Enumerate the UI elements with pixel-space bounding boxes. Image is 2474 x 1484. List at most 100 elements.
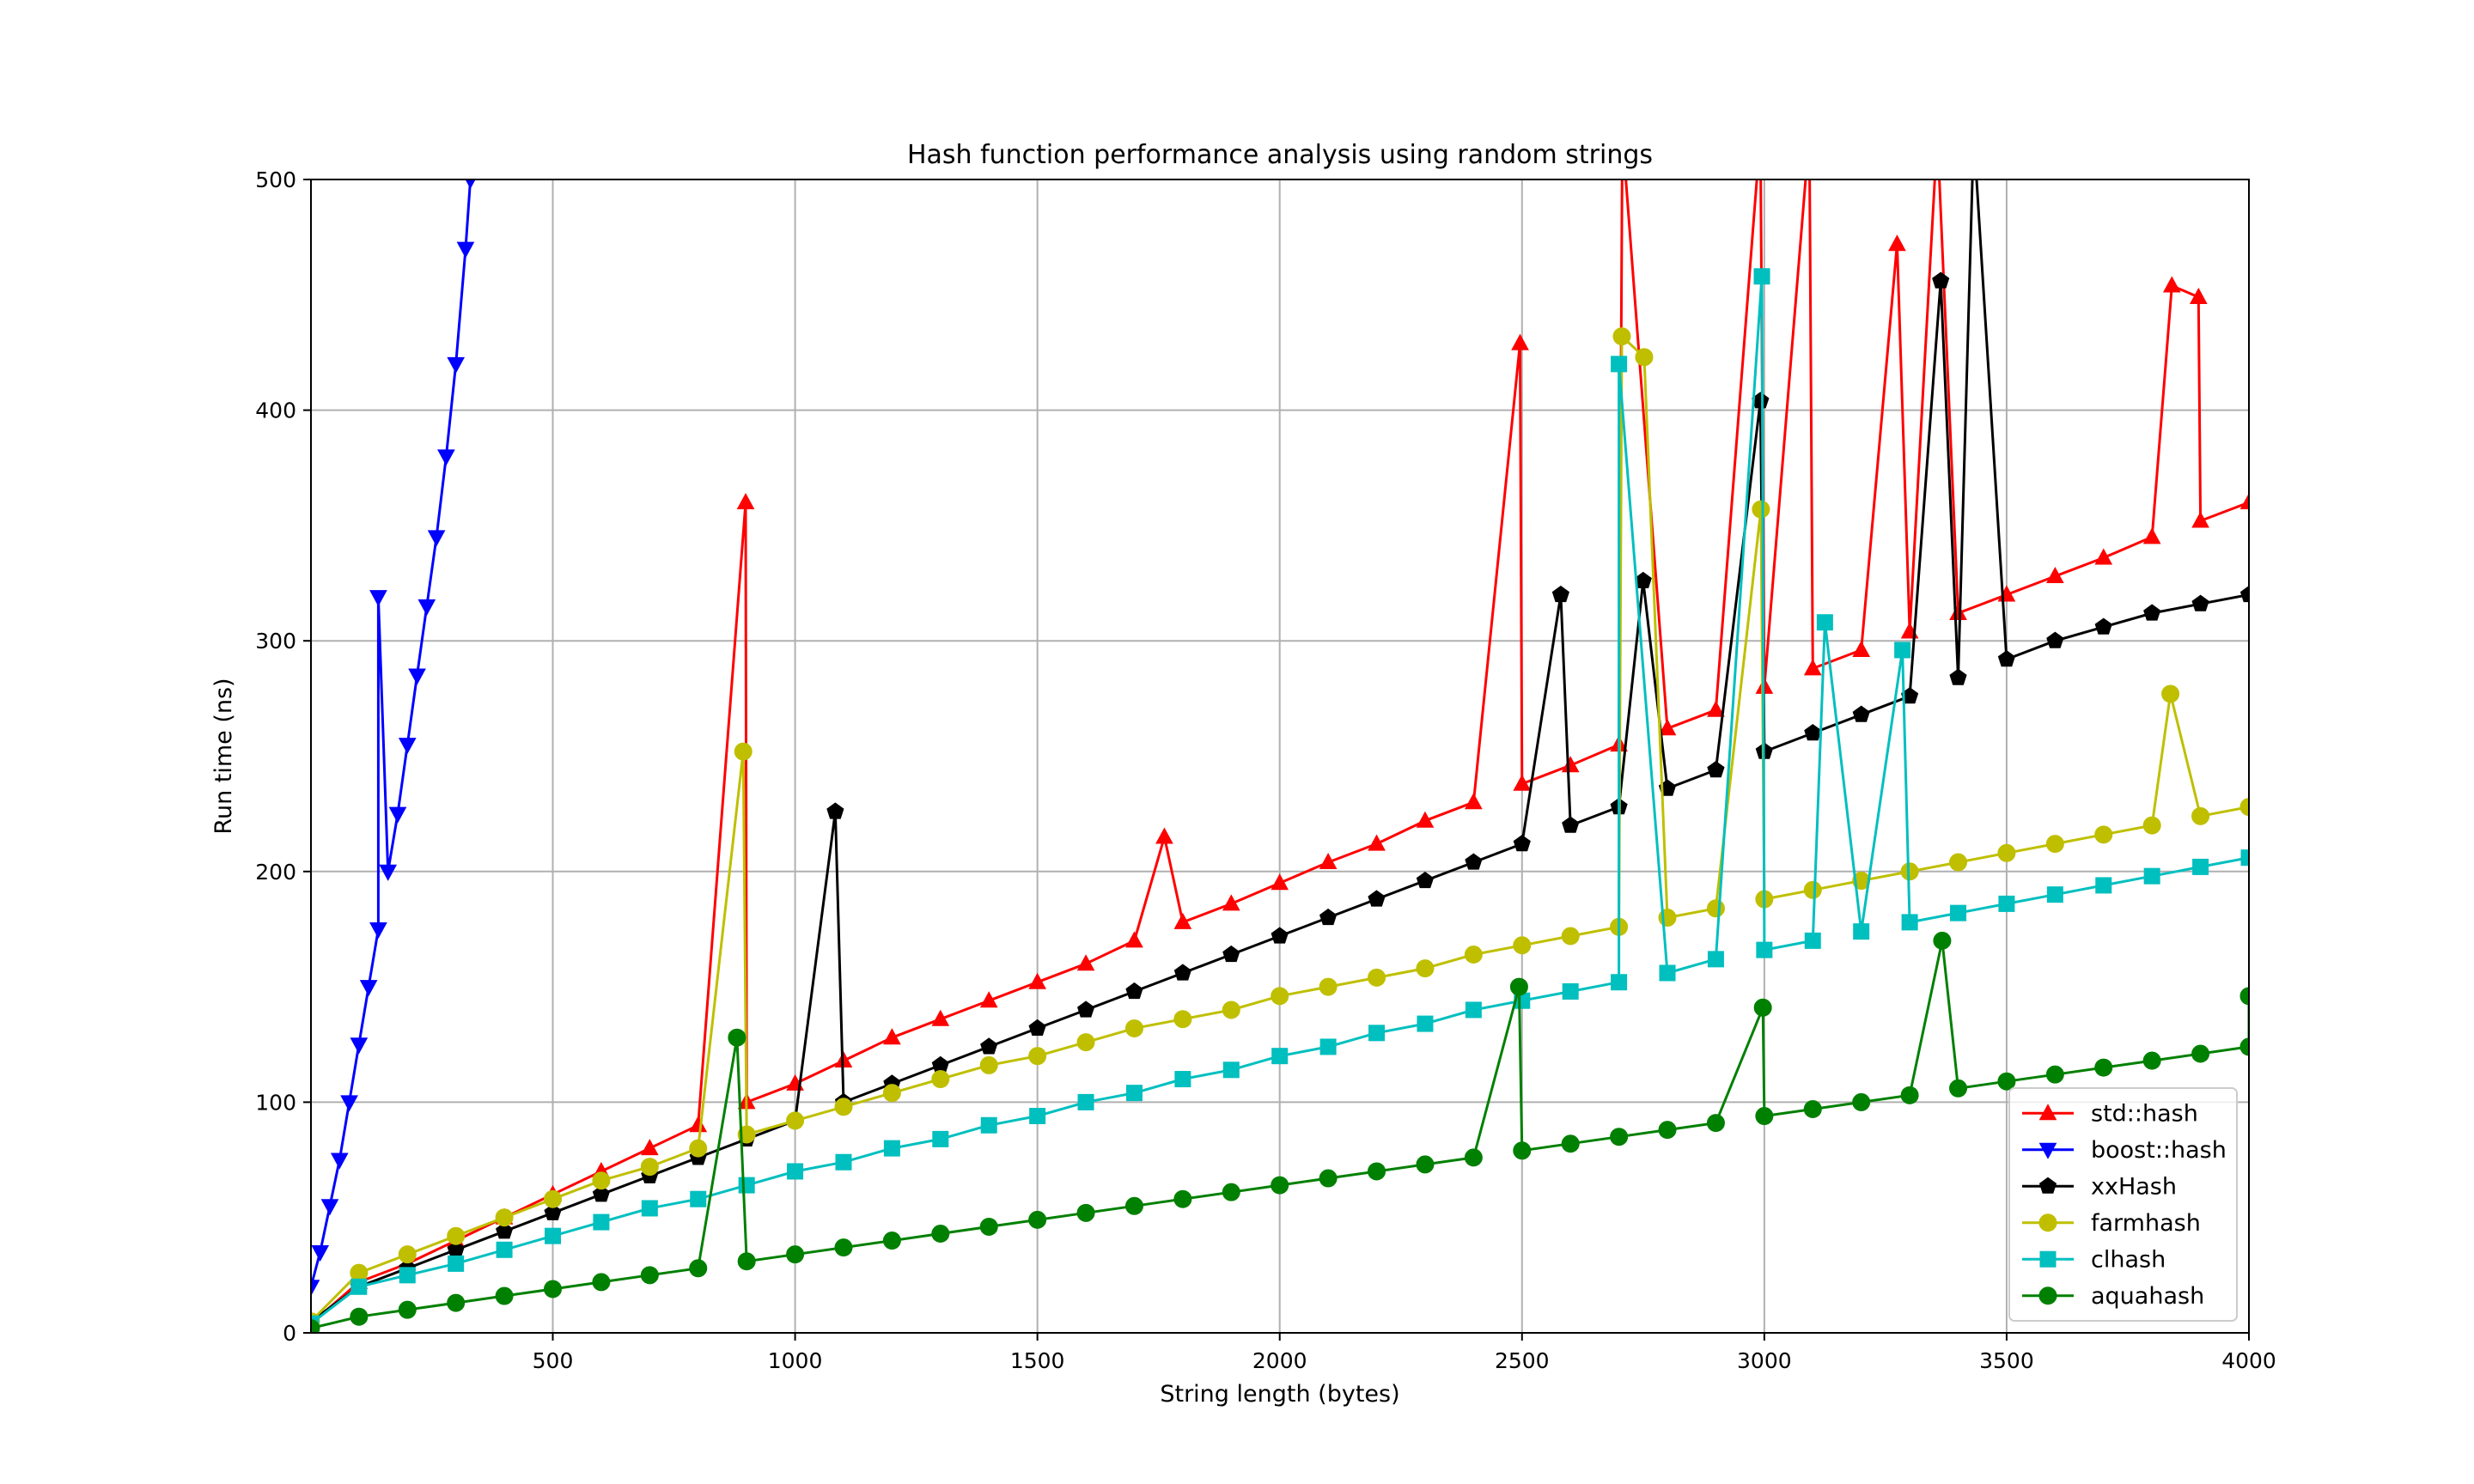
data-point-boost-hash: [427, 530, 446, 547]
data-point-xxhash: [1465, 853, 1483, 870]
data-point-farmhash: [1464, 945, 1483, 964]
data-point-aquahash: [640, 1266, 659, 1285]
data-point-boost-hash: [350, 1037, 369, 1055]
data-point-aquahash: [1319, 1169, 1338, 1188]
data-point-aquahash: [689, 1259, 708, 1278]
data-point-clhash: [1611, 974, 1628, 991]
data-point-aquahash: [1271, 1176, 1289, 1195]
data-point-aquahash: [1706, 1114, 1725, 1133]
data-point-clhash: [1707, 951, 1724, 968]
data-point-clhash: [545, 1227, 562, 1244]
data-point-aquahash: [1933, 931, 1952, 950]
data-point-xxhash: [1077, 1000, 1095, 1018]
data-point-aquahash: [1658, 1121, 1677, 1140]
data-point-std-hash: [640, 1139, 659, 1156]
data-point-xxhash: [2191, 594, 2209, 611]
data-point-clhash: [2046, 886, 2063, 903]
data-point-farmhash: [882, 1084, 901, 1103]
data-point-clhash: [1611, 356, 1628, 373]
legend-marker-xxhash: [2038, 1177, 2057, 1194]
data-point-farmhash: [1222, 1000, 1240, 1019]
data-point-clhash: [690, 1190, 707, 1207]
data-point-aquahash: [931, 1225, 950, 1244]
data-point-aquahash: [2239, 987, 2249, 1006]
data-point-clhash: [1222, 1061, 1240, 1079]
data-point-aquahash: [1028, 1210, 1047, 1229]
data-point-aquahash: [1949, 1079, 1968, 1098]
data-point-xxhash: [1562, 816, 1580, 833]
data-point-clhash: [350, 1278, 368, 1295]
x-tick-label: 2500: [1495, 1348, 1550, 1373]
data-point-farmhash: [2142, 816, 2161, 835]
data-point-xxhash: [2094, 617, 2112, 635]
data-point-boost-hash: [456, 241, 475, 258]
x-tick-label: 500: [533, 1348, 574, 1373]
data-point-clhash: [1998, 895, 2015, 912]
data-point-xxhash: [1125, 982, 1143, 1000]
y-tick-label: 200: [255, 860, 296, 885]
legend-item-xxhash: xxHash: [2022, 1173, 2177, 1200]
data-point-std-hash: [1511, 333, 1529, 350]
data-point-farmhash: [640, 1158, 659, 1177]
data-point-farmhash: [1635, 348, 1654, 367]
data-point-xxhash: [1997, 650, 2015, 667]
data-point-farmhash: [1997, 843, 2016, 862]
data-point-aquahash: [1610, 1128, 1629, 1146]
data-point-aquahash: [1852, 1092, 1871, 1111]
data-point-xxhash: [2143, 604, 2161, 621]
data-point-xxhash: [1852, 705, 1870, 722]
data-point-xxhash: [1368, 890, 1386, 907]
data-point-farmhash: [979, 1055, 998, 1074]
data-point-aquahash: [1561, 1134, 1580, 1153]
legend-marker-farmhash: [2038, 1213, 2057, 1232]
data-point-clhash: [1950, 904, 1967, 921]
data-point-boost-hash: [388, 806, 407, 824]
legend-items: std::hashboost::hashxxHashfarmhashclhash…: [2022, 1100, 2227, 1310]
data-point-clhash: [2192, 858, 2209, 875]
data-point-clhash: [1853, 923, 1870, 940]
data-point-std-hash: [1707, 700, 1725, 717]
data-point-std-hash: [2045, 566, 2064, 583]
data-point-clhash: [1029, 1108, 1046, 1125]
data-point-farmhash: [1124, 1019, 1143, 1037]
legend-marker-std-hash: [2038, 1104, 2057, 1121]
x-axis: 500 1000 1500 2000 2500 3000 3500 4000: [533, 1333, 2276, 1373]
data-point-clhash: [1901, 914, 1918, 931]
data-point-farmhash: [1612, 327, 1631, 346]
legend-label-farmhash: farmhash: [2091, 1210, 2201, 1237]
data-point-aquahash: [2239, 1037, 2249, 1056]
data-point-clhash: [835, 1153, 852, 1171]
x-tick-label: 1500: [1010, 1348, 1065, 1373]
data-point-clhash: [932, 1130, 949, 1147]
data-point-boost-hash: [359, 980, 378, 997]
data-point-xxhash: [1707, 760, 1725, 778]
data-point-aquahash: [834, 1238, 853, 1257]
data-point-std-hash: [1513, 774, 1532, 791]
series-line-aquahash: [311, 939, 2249, 1330]
data-point-xxhash: [1271, 927, 1289, 944]
data-point-boost-hash: [398, 738, 417, 755]
legend-label-std-hash: std::hash: [2091, 1100, 2198, 1127]
data-point-xxhash: [544, 1203, 562, 1220]
data-point-farmhash: [2239, 798, 2249, 817]
data-point-clhash: [1368, 1025, 1386, 1042]
legend-label-aquahash: aquahash: [2091, 1283, 2204, 1310]
legend-label-xxhash: xxHash: [2091, 1173, 2177, 1200]
data-point-boost-hash: [379, 864, 398, 881]
data-point-clhash: [738, 1177, 755, 1194]
data-point-clhash: [1417, 1015, 1434, 1032]
data-point-farmhash: [447, 1226, 466, 1245]
series-layer: [311, 179, 2249, 1333]
data-point-aquahash: [737, 1252, 756, 1271]
series-boost-hash: [311, 179, 476, 1297]
data-point-boost-hash: [447, 356, 466, 374]
data-point-xxhash: [1551, 585, 1569, 603]
data-point-xxhash: [1222, 945, 1240, 963]
x-tick-label: 1000: [768, 1348, 823, 1373]
legend-box: [2008, 1087, 2238, 1322]
data-point-xxhash: [592, 1185, 610, 1202]
data-point-boost-hash: [330, 1153, 349, 1170]
chart-title: Hash function performance analysis using…: [907, 140, 1653, 170]
legend-item-farmhash: farmhash: [2022, 1210, 2201, 1237]
data-point-std-hash: [1319, 853, 1338, 870]
